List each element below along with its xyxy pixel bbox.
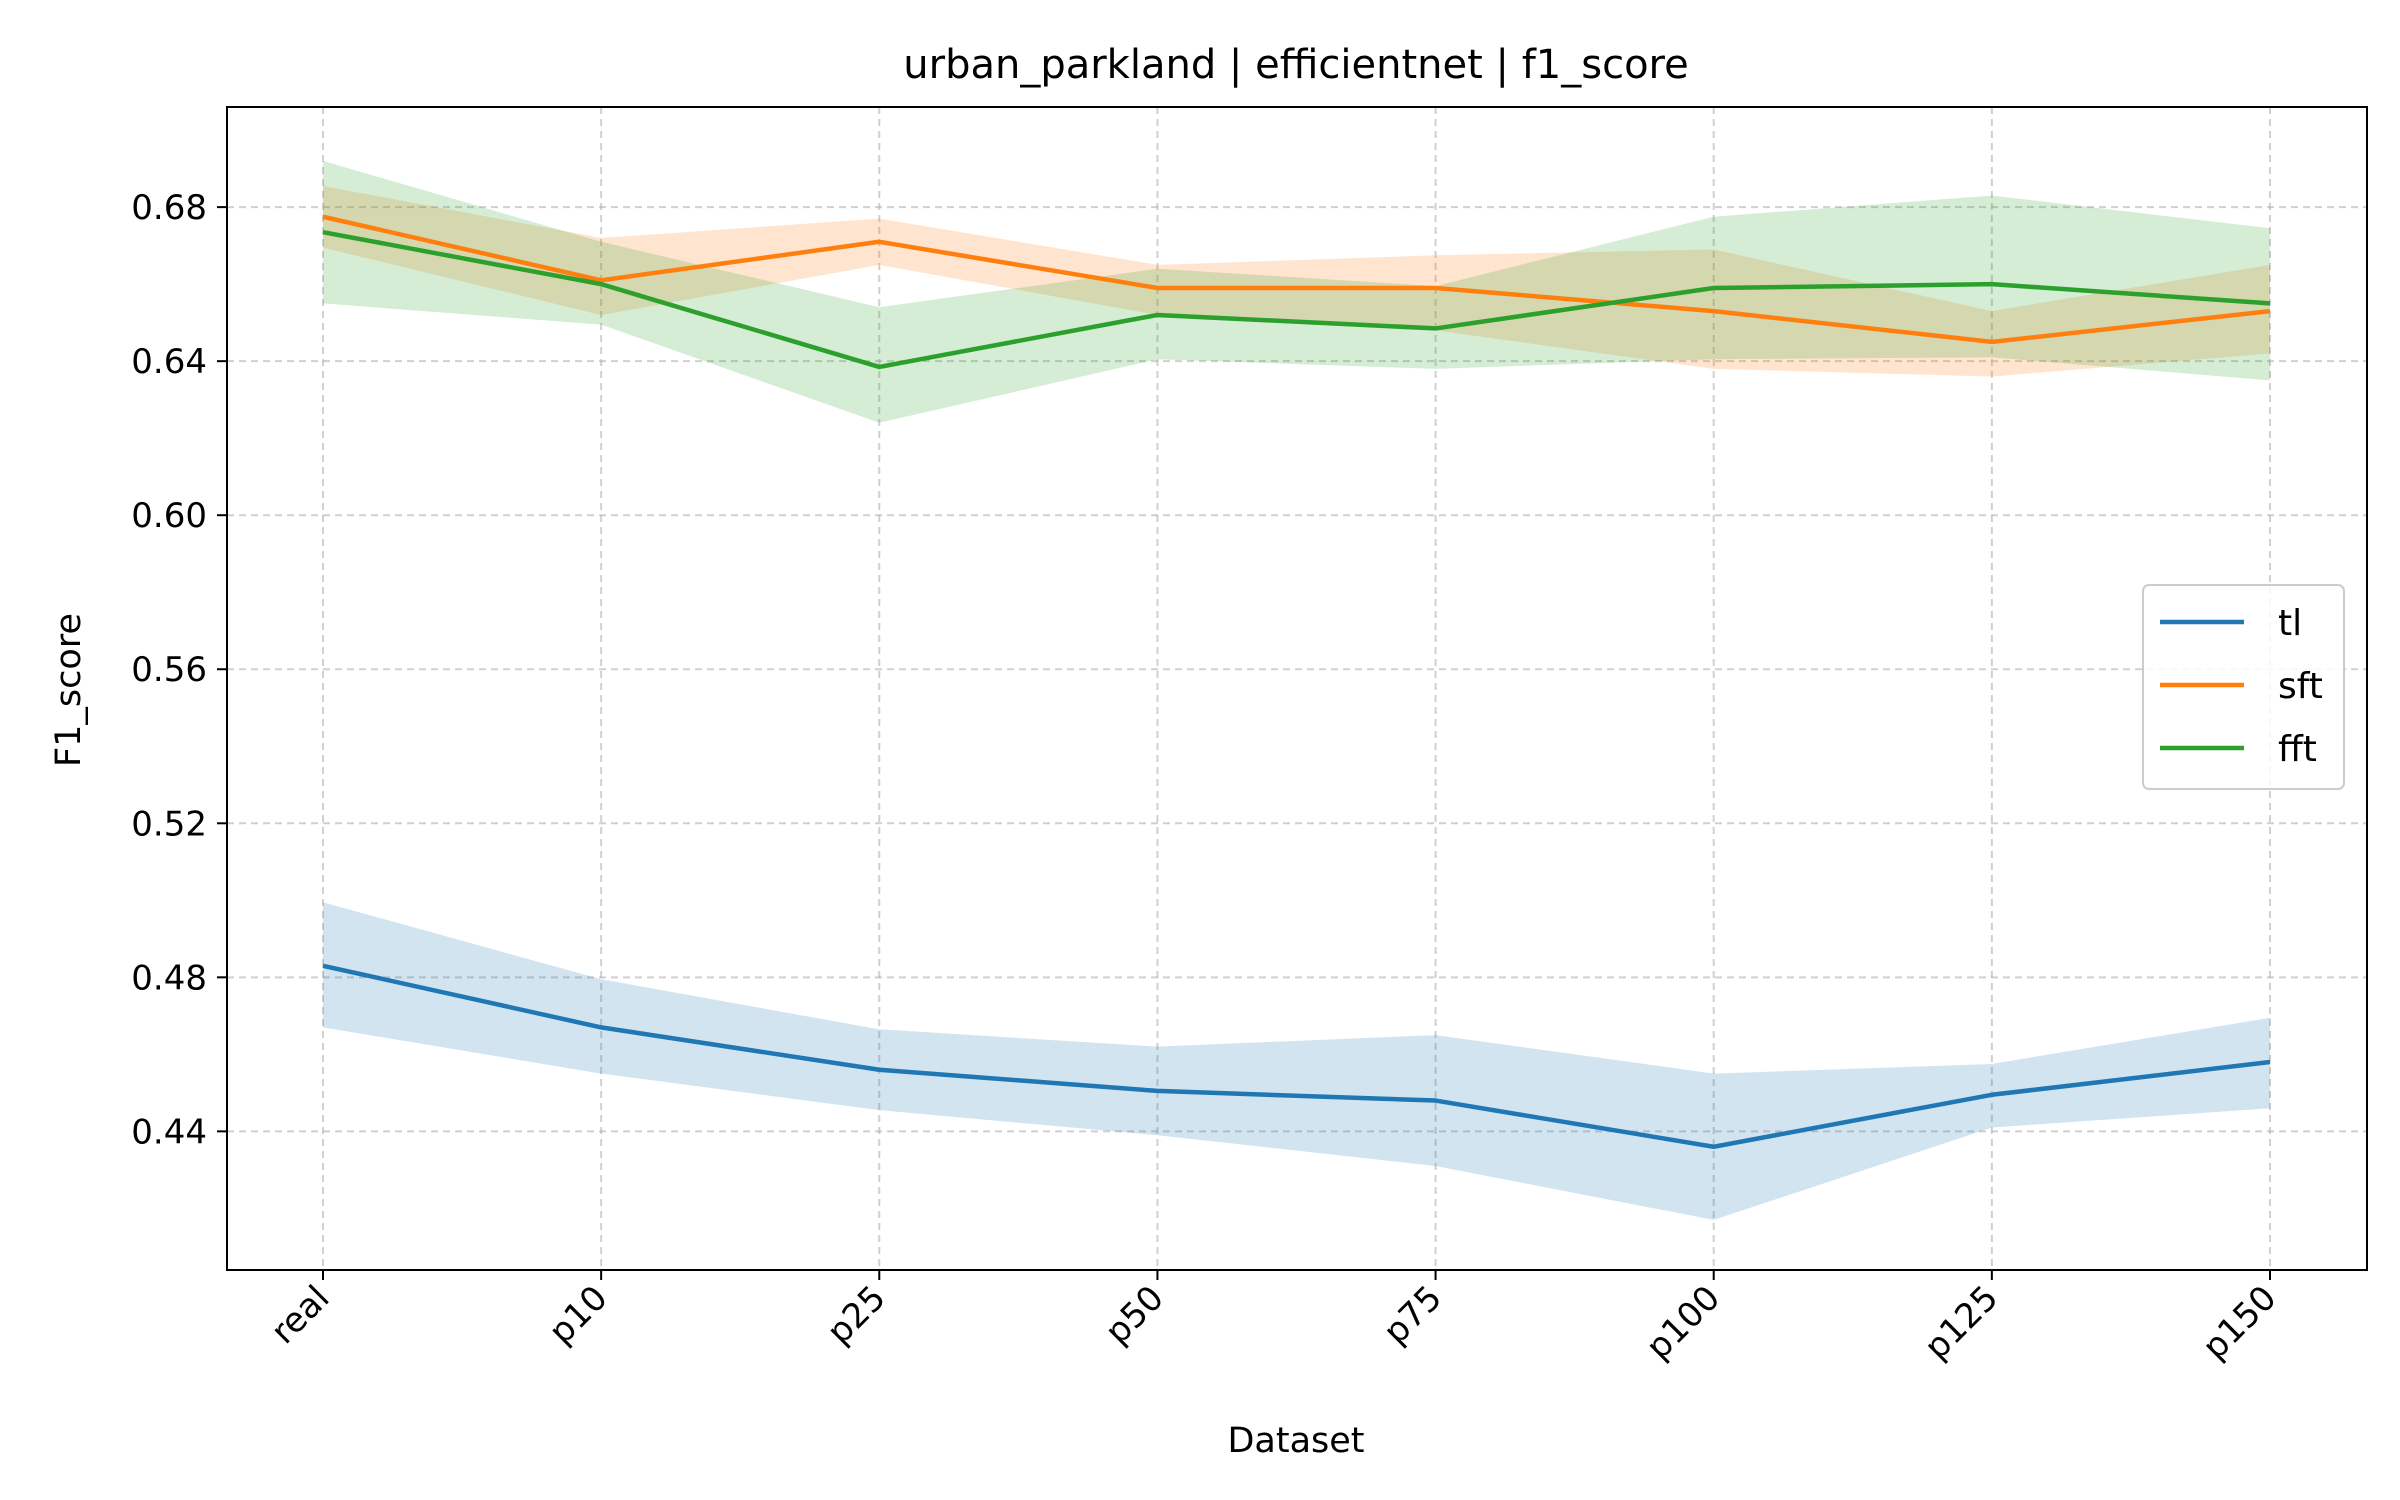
series-line-sft: [322, 214, 2271, 345]
band-tl: [323, 902, 2270, 1220]
y-axis-label: F1_score: [49, 613, 89, 767]
series-line-fft: [322, 229, 2271, 370]
series-line-tl: [322, 963, 2271, 1150]
legend-label-sft: sft: [2278, 666, 2323, 707]
y-tick-label: 0.64: [131, 342, 207, 382]
confidence-bands: [323, 160, 2270, 1220]
y-tick-label: 0.60: [131, 496, 207, 536]
y-tick-label: 0.68: [131, 188, 207, 228]
y-tick-label: 0.52: [131, 804, 207, 844]
legend: tl sft fft: [2142, 584, 2345, 790]
grid: [227, 107, 2367, 1270]
band-sft: [323, 185, 2270, 377]
plot-frame: [226, 106, 2368, 1271]
chart-title: urban_parkland | efficientnet | f1_score: [903, 42, 1688, 88]
legend-label-fft: fft: [2278, 729, 2317, 770]
band-fft: [323, 160, 2270, 423]
y-tick-label: 0.56: [131, 650, 207, 690]
y-tick-label: 0.44: [131, 1112, 207, 1152]
series-lines: [322, 214, 2271, 1150]
y-tick-label: 0.48: [131, 958, 207, 998]
legend-label-tl: tl: [2278, 603, 2302, 644]
x-axis-label: Dataset: [1227, 1421, 1364, 1461]
